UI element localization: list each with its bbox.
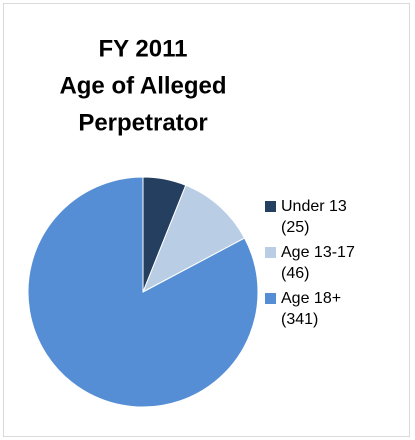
legend-swatch (265, 247, 276, 258)
chart-title: FY 2011 (99, 35, 188, 62)
pie-slice (142, 184, 246, 294)
legend-label: Age 18+ (281, 290, 341, 307)
legend-value: (341) (281, 311, 318, 328)
legend-label: Age 13-17 (281, 244, 355, 261)
legend-label: Under 13 (281, 198, 347, 215)
chart-title: Age of Alleged (59, 72, 226, 99)
legend-value: (46) (281, 265, 309, 282)
legend-swatch (265, 293, 276, 304)
pie-slice (27, 176, 259, 408)
chart-title: Perpetrator (78, 109, 207, 136)
legend-swatch (265, 201, 276, 212)
legend-value: (25) (281, 219, 309, 236)
